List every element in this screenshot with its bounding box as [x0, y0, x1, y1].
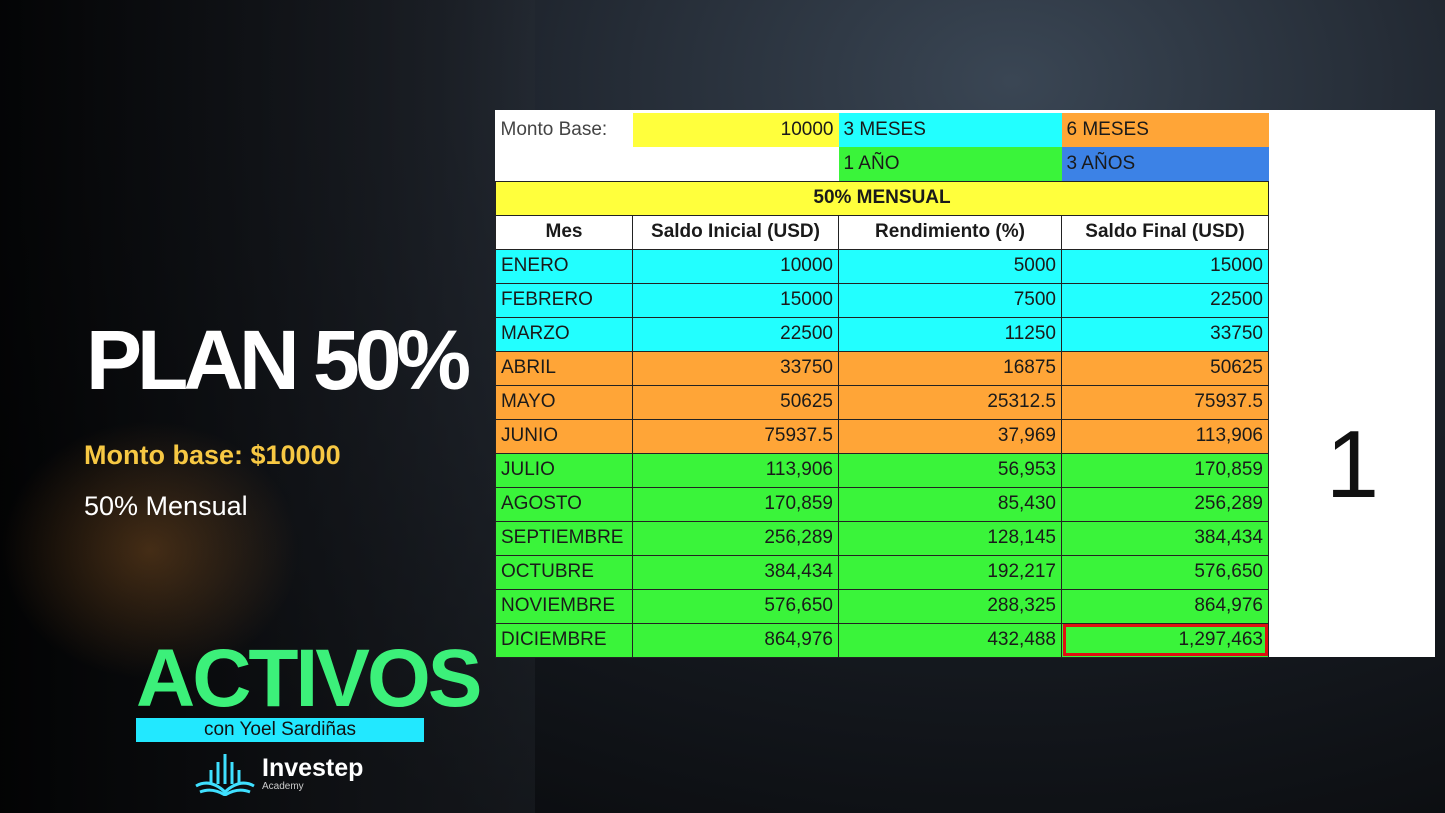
table-row: JUNIO 75937.5 37,969 113,906 [495, 418, 1269, 454]
rendimiento-cell[interactable]: 5000 [838, 248, 1062, 284]
saldo-final-cell[interactable]: 864,976 [1061, 588, 1269, 624]
section-title: 50% MENSUAL [495, 180, 1269, 216]
month-cell[interactable]: SEPTIEMBRE [495, 520, 633, 556]
logo-sub: Academy [262, 780, 304, 792]
column-header: Saldo Inicial (USD) [632, 214, 839, 250]
table-row: OCTUBRE 384,434 192,217 576,650 [495, 554, 1269, 590]
monto-value[interactable]: 10000 [632, 113, 839, 147]
month-cell[interactable]: NOVIEMBRE [495, 588, 633, 624]
saldo-final-cell[interactable]: 33750 [1061, 316, 1269, 352]
legend-3-meses: 3 MESES [838, 113, 1062, 147]
month-cell[interactable]: JUNIO [495, 418, 633, 454]
saldo-inicial-cell[interactable]: 864,976 [632, 622, 839, 658]
legend-1-ano: 1 AÑO [838, 147, 1062, 181]
saldo-inicial-cell[interactable]: 576,650 [632, 588, 839, 624]
month-cell[interactable]: AGOSTO [495, 486, 633, 522]
side-number: 1 [1325, 411, 1380, 518]
saldo-final-cell[interactable]: 113,906 [1061, 418, 1269, 454]
saldo-inicial-cell[interactable]: 50625 [632, 384, 839, 420]
monto-label: Monto Base: [495, 113, 633, 147]
brand-logo: ACTIVOS [136, 633, 482, 724]
column-header: Rendimiento (%) [838, 214, 1062, 250]
month-cell[interactable]: OCTUBRE [495, 554, 633, 590]
month-cell[interactable]: ABRIL [495, 350, 633, 386]
table-row: SEPTIEMBRE 256,289 128,145 384,434 [495, 520, 1269, 556]
rendimiento-cell[interactable]: 288,325 [838, 588, 1062, 624]
host-banner: con Yoel Sardiñas [136, 718, 424, 742]
investep-logo: Investep Academy [194, 750, 363, 796]
month-cell[interactable]: ENERO [495, 248, 633, 284]
rendimiento-cell[interactable]: 192,217 [838, 554, 1062, 590]
table-row: ABRIL 33750 16875 50625 [495, 350, 1269, 386]
rendimiento-cell[interactable]: 432,488 [838, 622, 1062, 658]
rate-text: 50% Mensual [84, 491, 248, 521]
table-row: JULIO 113,906 56,953 170,859 [495, 452, 1269, 488]
rendimiento-cell[interactable]: 85,430 [838, 486, 1062, 522]
saldo-inicial-cell[interactable]: 75937.5 [632, 418, 839, 454]
saldo-inicial-cell[interactable]: 22500 [632, 316, 839, 352]
rendimiento-cell[interactable]: 128,145 [838, 520, 1062, 556]
rendimiento-cell[interactable]: 16875 [838, 350, 1062, 386]
rendimiento-cell[interactable]: 11250 [838, 316, 1062, 352]
month-cell[interactable]: MARZO [495, 316, 633, 352]
saldo-final-cell[interactable]: 576,650 [1061, 554, 1269, 590]
empty-cell [632, 147, 839, 181]
legend-6-meses: 6 MESES [1061, 113, 1269, 147]
saldo-inicial-cell[interactable]: 384,434 [632, 554, 839, 590]
table-row: ENERO 10000 5000 15000 [495, 248, 1269, 284]
month-cell[interactable]: JULIO [495, 452, 633, 488]
month-cell[interactable]: MAYO [495, 384, 633, 420]
table-row: MAYO 50625 25312.5 75937.5 [495, 384, 1269, 420]
plan-title: PLAN 50% [86, 313, 471, 407]
legend-3-anos: 3 AÑOS [1061, 147, 1269, 181]
saldo-inicial-cell[interactable]: 15000 [632, 282, 839, 318]
table-row: FEBRERO 15000 7500 22500 [495, 282, 1269, 318]
table-row: NOVIEMBRE 576,650 288,325 864,976 [495, 588, 1269, 624]
table-row: AGOSTO 170,859 85,430 256,289 [495, 486, 1269, 522]
plan-table: Monto Base: 10000 3 MESES 6 MESES 1 AÑO … [495, 113, 1269, 658]
empty-cell [495, 147, 633, 181]
background-glow [0, 420, 300, 680]
saldo-final-cell[interactable]: 75937.5 [1061, 384, 1269, 420]
rendimiento-cell[interactable]: 25312.5 [838, 384, 1062, 420]
rendimiento-cell[interactable]: 37,969 [838, 418, 1062, 454]
saldo-inicial-cell[interactable]: 256,289 [632, 520, 839, 556]
saldo-inicial-cell[interactable]: 170,859 [632, 486, 839, 522]
month-cell[interactable]: DICIEMBRE [495, 622, 633, 658]
saldo-final-cell[interactable]: 15000 [1061, 248, 1269, 284]
column-header: Mes [495, 214, 633, 250]
rendimiento-cell[interactable]: 56,953 [838, 452, 1062, 488]
saldo-final-cell[interactable]: 170,859 [1061, 452, 1269, 488]
logo-name: Investep [262, 753, 364, 782]
column-header: Saldo Final (USD) [1061, 214, 1269, 250]
saldo-inicial-cell[interactable]: 33750 [632, 350, 839, 386]
saldo-final-cell[interactable]: 384,434 [1061, 520, 1269, 556]
saldo-final-cell[interactable]: 1,297,463 [1061, 622, 1269, 658]
background [0, 0, 535, 813]
monto-base-text: Monto base: $10000 [84, 440, 341, 470]
book-chart-icon [195, 754, 255, 796]
saldo-final-cell[interactable]: 50625 [1061, 350, 1269, 386]
saldo-inicial-cell[interactable]: 113,906 [632, 452, 839, 488]
saldo-inicial-cell[interactable]: 10000 [632, 248, 839, 284]
month-cell[interactable]: FEBRERO [495, 282, 633, 318]
table-row: DICIEMBRE 864,976 432,488 1,297,463 [495, 622, 1269, 658]
table-row: MARZO 22500 11250 33750 [495, 316, 1269, 352]
saldo-final-cell[interactable]: 22500 [1061, 282, 1269, 318]
rendimiento-cell[interactable]: 7500 [838, 282, 1062, 318]
saldo-final-cell[interactable]: 256,289 [1061, 486, 1269, 522]
